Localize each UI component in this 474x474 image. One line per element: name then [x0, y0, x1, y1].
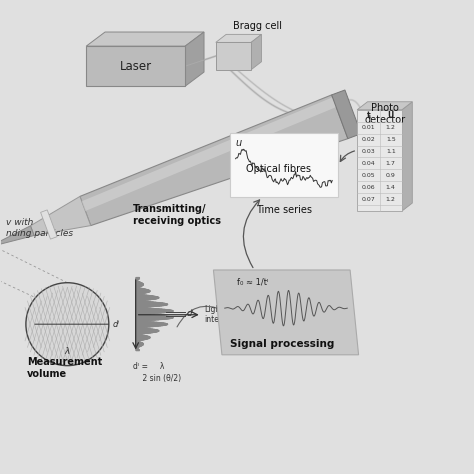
Polygon shape	[185, 32, 204, 86]
Text: 1.4: 1.4	[386, 185, 396, 190]
Text: Bragg cell: Bragg cell	[233, 20, 282, 31]
Text: 2 sin (θ/2): 2 sin (θ/2)	[133, 374, 182, 383]
Polygon shape	[30, 196, 91, 236]
Text: 1.2: 1.2	[386, 125, 396, 130]
Text: Light
intensity: Light intensity	[204, 305, 237, 324]
Text: Laser: Laser	[119, 60, 152, 73]
Text: 0.05: 0.05	[362, 173, 375, 178]
Ellipse shape	[375, 134, 395, 147]
Text: Measurement
volume: Measurement volume	[27, 357, 102, 379]
Text: Time series: Time series	[256, 205, 312, 215]
FancyBboxPatch shape	[230, 133, 338, 197]
Text: 0.9: 0.9	[386, 173, 396, 178]
FancyBboxPatch shape	[216, 42, 251, 70]
Text: 0.02: 0.02	[362, 137, 375, 142]
Polygon shape	[251, 35, 262, 70]
Text: 1.7: 1.7	[386, 161, 396, 166]
Text: Photo
detector: Photo detector	[365, 103, 406, 125]
Polygon shape	[80, 95, 348, 226]
Text: dᴵ: dᴵ	[113, 319, 119, 328]
Polygon shape	[402, 102, 412, 211]
Text: Signal processing: Signal processing	[229, 339, 334, 349]
Polygon shape	[41, 210, 57, 239]
Text: 0.06: 0.06	[362, 185, 375, 190]
Polygon shape	[0, 226, 34, 247]
FancyBboxPatch shape	[86, 46, 185, 86]
Text: 0.03: 0.03	[362, 149, 375, 154]
FancyBboxPatch shape	[357, 110, 402, 211]
Polygon shape	[213, 270, 358, 355]
Text: 1.2: 1.2	[386, 197, 396, 201]
Text: dᴵ: dᴵ	[187, 310, 193, 319]
Polygon shape	[86, 32, 204, 46]
Text: U: U	[388, 111, 394, 120]
Text: Transmitting/
receiving optics: Transmitting/ receiving optics	[133, 204, 221, 226]
Polygon shape	[357, 102, 412, 110]
Text: Optical fibres: Optical fibres	[246, 164, 311, 174]
Text: 1.5: 1.5	[386, 137, 396, 142]
Ellipse shape	[388, 135, 395, 146]
Circle shape	[26, 283, 109, 365]
Text: f₀ ≈ 1/tᴵ: f₀ ≈ 1/tᴵ	[237, 277, 268, 286]
Text: 1.1: 1.1	[386, 149, 396, 154]
Polygon shape	[82, 97, 336, 211]
Polygon shape	[216, 35, 262, 42]
Text: dᴵ =     λ: dᴵ = λ	[133, 362, 174, 371]
Text: 0.07: 0.07	[362, 197, 375, 201]
Text: 0.01: 0.01	[362, 125, 375, 130]
Polygon shape	[332, 90, 361, 138]
Text: λ: λ	[64, 346, 70, 356]
Text: t: t	[366, 111, 370, 120]
Text: u: u	[236, 138, 242, 148]
Text: 0.04: 0.04	[362, 161, 375, 166]
Text: v with
nding particles: v with nding particles	[6, 218, 73, 237]
